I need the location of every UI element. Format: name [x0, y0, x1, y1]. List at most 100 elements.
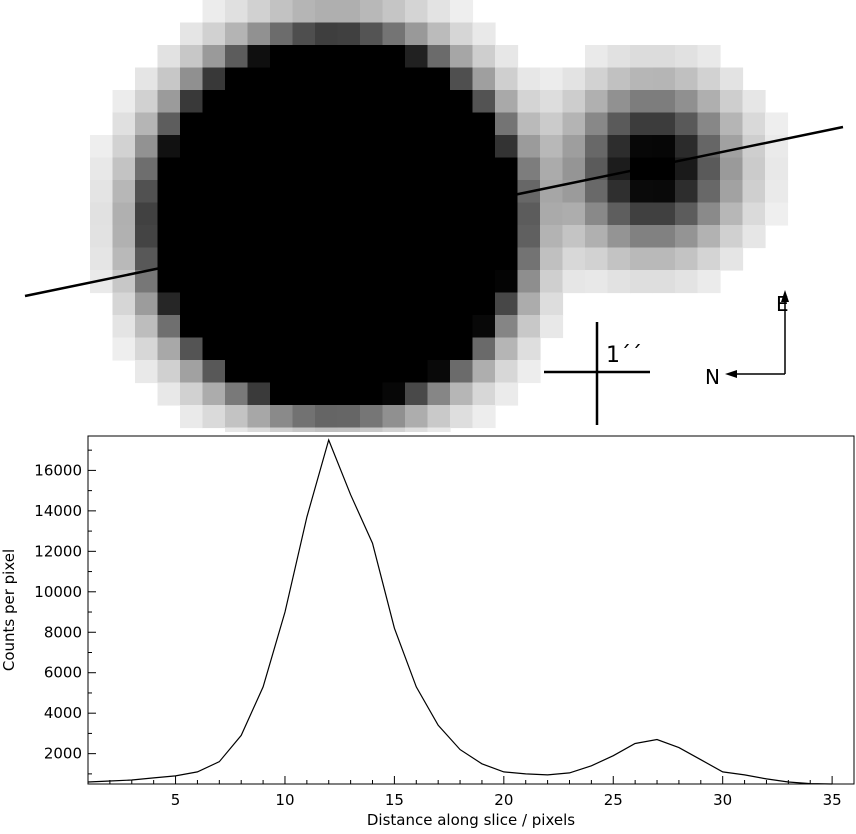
image-pixel [607, 247, 631, 271]
image-pixel [157, 180, 181, 204]
image-pixel [247, 382, 271, 406]
image-pixel [405, 157, 429, 181]
image-pixel [562, 135, 586, 159]
image-pixel [157, 45, 181, 69]
image-pixel [202, 247, 226, 271]
image-pixel [337, 90, 361, 114]
image-pixel [450, 157, 474, 181]
image-pixel [427, 292, 451, 316]
image-pixel [765, 180, 789, 204]
image-pixel [427, 225, 451, 249]
image-pixel [607, 45, 631, 69]
image-pixel [630, 45, 654, 69]
image-pixel [450, 292, 474, 316]
image-pixel [675, 157, 699, 181]
image-pixel [337, 405, 361, 429]
image-pixel [360, 225, 384, 249]
image-pixel [630, 202, 654, 226]
image-pixel [112, 202, 136, 226]
image-pixel [180, 315, 204, 339]
image-pixel [675, 67, 699, 91]
image-pixel [315, 67, 339, 91]
image-pixel [360, 157, 384, 181]
image-pixel [540, 67, 564, 91]
image-pixel [225, 157, 249, 181]
image-pixel [202, 225, 226, 249]
image-pixel [720, 157, 744, 181]
image-pixel [247, 135, 271, 159]
image-pixel [382, 45, 406, 69]
image-pixel [382, 112, 406, 136]
image-pixel [472, 405, 496, 429]
image-pixel [135, 292, 159, 316]
image-pixel [450, 360, 474, 384]
image-pixel [675, 270, 699, 294]
image-pixel [450, 135, 474, 159]
image-pixel [202, 180, 226, 204]
image-pixel [472, 360, 496, 384]
image-pixel [90, 225, 114, 249]
image-pixel [202, 360, 226, 384]
image-pixel [495, 45, 519, 69]
image-pixel [202, 22, 226, 46]
image-pixel [292, 45, 316, 69]
image-pixel [472, 90, 496, 114]
image-pixel [652, 45, 676, 69]
image-pixel [630, 225, 654, 249]
image-pixel [270, 270, 294, 294]
image-pixel [112, 135, 136, 159]
y-tick-label: 8000 [44, 623, 82, 641]
image-pixel [630, 135, 654, 159]
image-pixel [337, 157, 361, 181]
image-pixel [360, 67, 384, 91]
image-pixel [337, 135, 361, 159]
image-pixel [450, 337, 474, 361]
image-pixel [652, 90, 676, 114]
image-pixel [472, 292, 496, 316]
image-pixel [135, 202, 159, 226]
image-pixel [360, 135, 384, 159]
image-pixel [652, 202, 676, 226]
image-pixel [450, 67, 474, 91]
image-pixel [157, 270, 181, 294]
image-pixel [180, 45, 204, 69]
image-pixel [225, 90, 249, 114]
image-pixel [157, 337, 181, 361]
image-pixel [697, 270, 721, 294]
image-pixel [135, 270, 159, 294]
image-pixel [517, 135, 541, 159]
image-pixel [427, 112, 451, 136]
pixel-grid [90, 0, 789, 451]
sky-image-panel: 1´´ E N [24, 0, 844, 451]
slice-profile-chart: 5 10 15 20 25 30 35 2000 4000 6000 8000 10000 12000… [0, 432, 856, 830]
y-tick-label: 14000 [34, 502, 82, 520]
image-pixel [517, 247, 541, 271]
scale-bar-label: 1´´ [606, 343, 642, 368]
image-pixel [360, 360, 384, 384]
image-pixel [382, 382, 406, 406]
image-pixel [540, 202, 564, 226]
image-pixel [450, 315, 474, 339]
image-pixel [427, 90, 451, 114]
image-pixel [495, 90, 519, 114]
image-pixel [337, 337, 361, 361]
image-pixel [202, 382, 226, 406]
y-tick-label: 4000 [44, 704, 82, 722]
image-pixel [427, 337, 451, 361]
image-pixel [382, 22, 406, 46]
image-pixel [180, 247, 204, 271]
image-pixel [337, 360, 361, 384]
image-pixel [427, 0, 451, 24]
image-pixel [607, 112, 631, 136]
x-tick-label: 25 [604, 791, 623, 809]
image-pixel [742, 90, 766, 114]
image-pixel [405, 90, 429, 114]
image-pixel [427, 382, 451, 406]
image-pixel [202, 202, 226, 226]
image-pixel [337, 180, 361, 204]
image-pixel [540, 180, 564, 204]
x-axis-label: Distance along slice / pixels [367, 811, 575, 829]
image-pixel [292, 157, 316, 181]
image-pixel [472, 270, 496, 294]
image-pixel [292, 382, 316, 406]
